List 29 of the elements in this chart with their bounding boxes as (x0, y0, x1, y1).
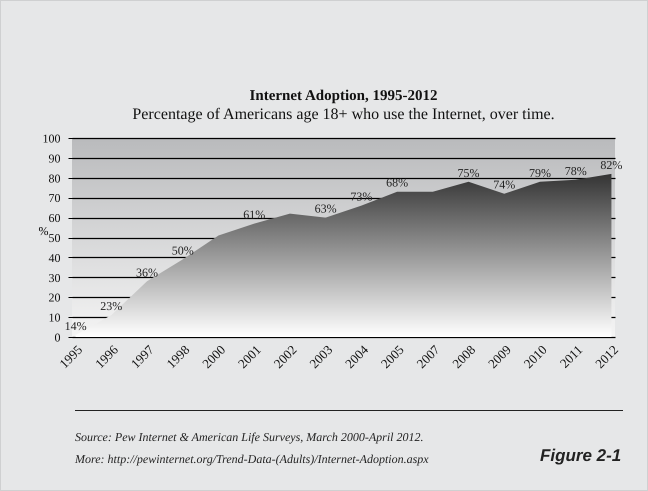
text: 78% (564, 164, 587, 178)
source-note: Source: Pew Internet & American Life Surveys, March 2000-April 2012. (75, 430, 424, 445)
y-tick-label: 40 (48, 250, 60, 265)
text: 68% (386, 176, 408, 190)
y-tick-label: 90 (48, 151, 60, 166)
text: 36% (136, 265, 158, 280)
y-tick-label: 20 (48, 290, 60, 305)
y-axis-title: % (38, 224, 48, 238)
y-tick-label: 80 (48, 171, 60, 186)
text: 61% (243, 208, 266, 222)
text: 50% (172, 243, 194, 258)
text: 82% (600, 158, 622, 172)
y-tick-label: 30 (48, 270, 60, 285)
y-tick-label: 0 (54, 330, 60, 344)
chart-subtitle: Percentage of Americans age 18+ who use the Internet, over time. (132, 106, 555, 123)
y-tick-label: 10 (48, 310, 60, 325)
caption: Figure 2-1 (540, 446, 622, 466)
y-tick-label: 50 (48, 231, 60, 245)
text: 63% (314, 202, 337, 216)
chart-title: Internet Adoption, 1995-2012 (250, 88, 438, 104)
text: More: http://pewinternet.org/Trend-Data-(Adults)/Internet-Adoption.aspx (75, 452, 429, 467)
y-tick-label: 100 (42, 132, 60, 146)
text: 79% (528, 166, 551, 180)
text: 14% (64, 319, 87, 334)
text: 74% (493, 178, 516, 192)
y-tick-label: 60 (48, 211, 60, 226)
y-tick-label: 70 (48, 191, 60, 206)
text: 23% (100, 299, 122, 314)
text: 75% (458, 166, 480, 180)
